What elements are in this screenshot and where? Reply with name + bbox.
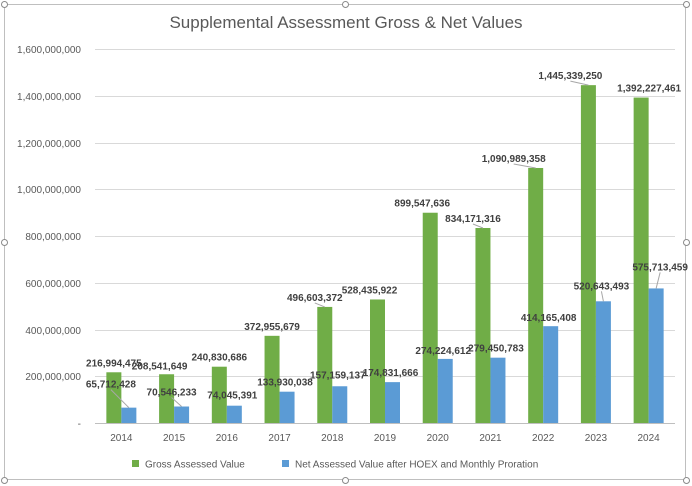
net-bar <box>595 301 611 423</box>
gross-bar <box>580 85 596 423</box>
x-tick-label: 2022 <box>532 433 555 444</box>
y-tick-label: 1,000,000,000 <box>17 185 81 196</box>
y-tick-label: - <box>78 419 81 430</box>
leader-line <box>655 272 661 289</box>
gross-data-label: 372,955,679 <box>244 322 300 333</box>
gross-data-label: 1,090,989,358 <box>482 154 546 165</box>
y-tick-label: 1,200,000,000 <box>17 139 81 150</box>
x-axis: 2014 2015 2016 2017 2018 2019 2020 2021 2022 2023… <box>110 433 660 444</box>
resize-handle-bottom-center[interactable] <box>342 477 349 484</box>
resize-handle-top-center[interactable] <box>342 1 349 8</box>
net-data-label: 133,930,038 <box>257 378 313 389</box>
y-tick-label: 1,600,000,000 <box>17 45 81 56</box>
resize-handle-top-right[interactable] <box>683 1 690 8</box>
gross-bar <box>106 372 122 423</box>
y-tick-label: 200,000,000 <box>25 372 81 383</box>
leader-line <box>570 80 589 86</box>
x-tick-label: 2017 <box>268 433 291 444</box>
net-data-label: 520,643,493 <box>574 281 630 292</box>
gross-data-label: 899,547,636 <box>394 199 450 210</box>
legend-swatch-net <box>282 460 289 467</box>
net-bar <box>385 382 400 423</box>
legend-label-gross: Gross Assessed Value <box>145 460 245 471</box>
data-labels: 216,994,475 65,712,428 208,541,649 70,546,2… <box>86 71 688 408</box>
legend-label-net: Net Assessed Value after HOEX and Monthl… <box>295 460 538 471</box>
net-data-label: 74,045,391 <box>207 391 257 402</box>
gross-data-label: 1,392,227,461 <box>617 84 681 95</box>
gross-bar <box>264 335 280 423</box>
leader-line <box>314 302 325 308</box>
net-data-label: 65,712,428 <box>86 380 136 391</box>
gross-bar <box>317 306 333 423</box>
leader-line <box>472 223 484 229</box>
resize-handle-top-left[interactable] <box>1 1 8 8</box>
net-data-label: 274,224,612 <box>415 346 471 357</box>
leader-line <box>110 389 130 408</box>
legend: Gross Assessed Value Net Assessed Value a… <box>132 460 538 471</box>
x-tick-label: 2020 <box>427 433 450 444</box>
x-tick-label: 2021 <box>479 433 502 444</box>
legend-swatch-gross <box>132 460 139 467</box>
y-tick-label: 400,000,000 <box>25 326 81 337</box>
net-bar <box>279 391 295 423</box>
gross-bar <box>633 97 649 423</box>
gross-data-label: 834,171,316 <box>445 214 501 225</box>
leader-line <box>513 163 536 169</box>
gross-data-label: 528,435,922 <box>342 285 398 296</box>
x-tick-label: 2014 <box>110 433 133 444</box>
gross-bar <box>370 299 385 423</box>
x-tick-label: 2015 <box>163 433 186 444</box>
y-tick-label: 600,000,000 <box>25 279 81 290</box>
net-bar <box>437 358 453 423</box>
resize-handle-middle-left[interactable] <box>1 239 8 246</box>
net-data-label: 70,546,233 <box>147 388 197 399</box>
x-tick-label: 2016 <box>216 433 239 444</box>
gross-bar <box>475 228 491 423</box>
x-tick-label: 2023 <box>585 433 608 444</box>
net-bar <box>226 405 242 423</box>
net-bar <box>543 326 559 423</box>
y-tick-label: 800,000,000 <box>25 232 81 243</box>
resize-handle-bottom-right[interactable] <box>683 477 690 484</box>
net-data-label: 279,450,783 <box>468 344 524 355</box>
net-data-label: 174,831,666 <box>363 368 419 379</box>
chart-title: Supplemental Assessment Gross & Net Valu… <box>169 13 522 32</box>
net-data-label: 157,159,137 <box>310 370 366 381</box>
net-bar <box>490 357 506 423</box>
gross-data-label: 496,603,372 <box>287 293 343 304</box>
y-axis: - 200,000,000 400,000,000 600,000,000 800,00… <box>17 45 81 430</box>
net-bar <box>174 406 190 423</box>
x-tick-label: 2019 <box>374 433 397 444</box>
net-bar <box>332 386 348 423</box>
gross-bar <box>159 374 175 423</box>
gross-data-label: 208,541,649 <box>132 361 188 372</box>
gridlines <box>95 49 675 424</box>
net-bar <box>121 407 137 423</box>
gross-data-label: 216,994,475 <box>86 358 142 369</box>
leader-line <box>171 397 182 407</box>
leader-line <box>600 291 604 302</box>
gross-data-label: 1,445,339,250 <box>538 71 602 82</box>
gross-bar <box>422 212 438 423</box>
gross-data-label: 240,830,686 <box>192 353 248 364</box>
net-data-label: 575,713,459 <box>632 262 688 273</box>
gross-bar <box>528 167 544 423</box>
net-data-label: 414,165,408 <box>521 313 577 324</box>
net-bar <box>648 288 664 423</box>
bars <box>106 85 664 423</box>
x-tick-label: 2024 <box>638 433 661 444</box>
x-tick-label: 2018 <box>321 433 344 444</box>
resize-handle-bottom-left[interactable] <box>1 477 8 484</box>
resize-handle-middle-right[interactable] <box>683 239 690 246</box>
y-tick-label: 1,400,000,000 <box>17 92 81 103</box>
gross-bar <box>211 366 227 423</box>
